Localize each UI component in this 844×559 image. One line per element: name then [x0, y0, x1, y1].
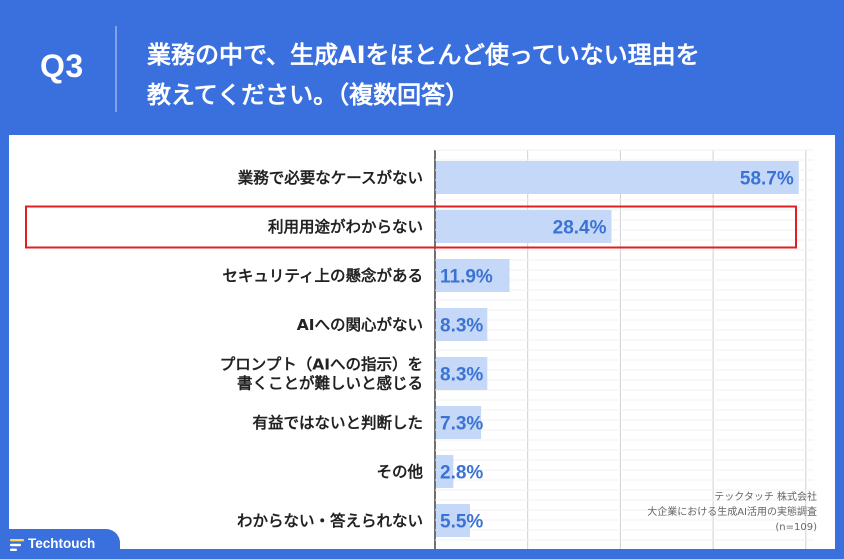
value-label: 28.4%	[553, 218, 607, 239]
value-label: 7.3%	[440, 414, 483, 435]
category-label: その他	[376, 462, 423, 481]
header-divider	[115, 26, 117, 112]
category-label: 有益ではないと判断した	[252, 413, 423, 432]
chart-bar	[436, 455, 454, 488]
logo-text: Techtouch	[28, 536, 96, 551]
bar-chart: 業務で必要なケースがない 58.7% 利用用途がわからない 28.4% セキュリティ上の…	[25, 149, 814, 549]
chart-bar	[436, 406, 482, 439]
techtouch-logo: Techtouch	[0, 529, 120, 559]
credit-sample-size: (n=109)	[775, 522, 817, 533]
category-label: プロンプト（AIへの指示）を書くことが難しいと感じる	[220, 355, 423, 393]
techtouch-logo-icon	[10, 539, 24, 551]
question-number: Q3	[40, 48, 84, 84]
chart-bar	[436, 357, 488, 390]
category-label: 業務で必要なケースがない	[237, 168, 423, 187]
chart-panel: 業務で必要なケースがない 58.7% 利用用途がわからない 28.4% セキュリティ上の…	[9, 135, 835, 549]
question-header: Q3 業務の中で、生成AIをほとんど使っていない理由を 教えてください。（複数回…	[0, 0, 844, 135]
value-label: 8.3%	[440, 316, 483, 337]
question-text: 業務の中で、生成AIをほとんど使っていない理由を 教えてください。（複数回答）	[147, 41, 700, 109]
category-label: セキュリティ上の懸念がある	[222, 266, 423, 285]
chart-bar	[436, 161, 799, 194]
value-label: 11.9%	[440, 267, 493, 288]
credit-company: テックタッチ 株式会社	[714, 492, 817, 503]
category-label: AIへの関心がない	[297, 315, 423, 334]
chart-bar	[436, 210, 612, 243]
chart-bar	[436, 308, 488, 341]
category-label: わからない・答えられない	[237, 511, 423, 530]
chart-bar	[436, 259, 510, 292]
value-label: 5.5%	[440, 512, 483, 533]
credit-survey: 大企業における生成AI活用の実態調査	[647, 507, 817, 518]
highlight-box	[25, 205, 797, 249]
chart-bar	[436, 504, 470, 537]
category-label: 利用用途がわからない	[268, 217, 423, 236]
survey-credit: テックタッチ 株式会社 大企業における生成AI活用の実態調査 (n=109)	[647, 490, 817, 535]
value-label: 2.8%	[440, 463, 483, 484]
value-label: 58.7%	[740, 169, 794, 190]
value-label: 8.3%	[440, 365, 483, 386]
